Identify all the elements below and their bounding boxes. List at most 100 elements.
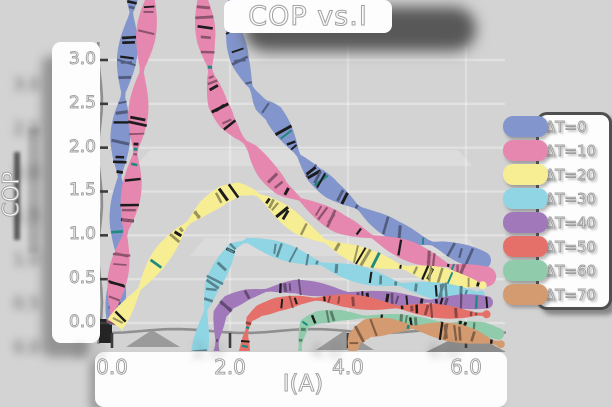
sketch-dash xyxy=(275,243,283,257)
legend-row-4: ΔT=40 xyxy=(503,212,609,234)
y-label-shadow-strip xyxy=(28,128,39,253)
y-tick-label-1.5: 1.5 xyxy=(68,180,96,201)
sketch-dash xyxy=(315,260,319,265)
sketch-dash xyxy=(197,24,213,30)
legend-row-3: ΔT=30 xyxy=(503,188,609,210)
sketch-dash xyxy=(464,247,475,265)
sketch-dash xyxy=(406,324,411,330)
sketch-dash xyxy=(453,325,458,341)
sketch-dash xyxy=(286,140,296,146)
sketch-dash xyxy=(334,263,339,274)
sketch-dash xyxy=(409,317,413,327)
sketch-dash xyxy=(336,189,345,202)
sketch-dash xyxy=(241,344,249,349)
sketch-dash xyxy=(243,289,251,300)
sketch-dash xyxy=(245,326,250,330)
x-axis-label: I(A) xyxy=(282,371,324,398)
sketch-dash xyxy=(426,253,432,264)
sketch-dash xyxy=(112,317,124,324)
y-tick-label-1.0: 1.0 xyxy=(68,224,96,245)
sketch-dash xyxy=(283,187,290,196)
y-tick-panel xyxy=(52,42,100,343)
sketch-dash xyxy=(439,325,443,337)
legend-label-3: ΔT=30 xyxy=(545,190,597,209)
legend: ΔT=0 ΔT=10 ΔT=20 ΔT=30 ΔT=40 ΔT=50 ΔT=60 ΔT=70 xyxy=(503,112,612,310)
sketch-dash xyxy=(450,263,456,271)
legend-row-2: ΔT=20 xyxy=(503,164,609,186)
sketch-dash xyxy=(439,297,444,306)
x-tick-label-6.0: 6.0 xyxy=(450,355,483,380)
sketch-dash xyxy=(192,349,207,351)
sketch-dash xyxy=(207,79,218,86)
sketch-dash xyxy=(108,295,121,302)
sketch-dash xyxy=(273,243,277,254)
sketch-dash xyxy=(325,310,330,323)
sketch-dash xyxy=(120,55,134,60)
sketch-dash xyxy=(220,302,232,310)
sketch-dash xyxy=(229,242,237,251)
sketch-dash xyxy=(193,210,201,220)
sketch-dash xyxy=(217,187,229,202)
sketch-dash xyxy=(275,205,290,219)
legend-swatch-5 xyxy=(503,236,548,257)
sketch-dash xyxy=(434,285,438,297)
sketch-dash xyxy=(111,138,130,146)
legend-row-7: ΔT=70 xyxy=(503,284,609,306)
sketch-dash xyxy=(116,170,124,174)
sketch-dash xyxy=(234,58,246,63)
sketch-dash xyxy=(329,310,336,322)
sketch-dash xyxy=(337,296,341,304)
sketch-dash xyxy=(288,283,292,291)
y-tick-label-2.5: 2.5 xyxy=(68,92,96,113)
sketch-dash xyxy=(205,287,217,292)
sketch-dash xyxy=(368,271,373,284)
sketch-dash xyxy=(245,321,252,326)
sketch-dash xyxy=(421,237,425,245)
sketch-dash xyxy=(327,295,332,304)
sketch-dash xyxy=(106,320,116,326)
x-tick-label-2.0: 2.0 xyxy=(214,355,247,380)
sketch-dash xyxy=(414,283,418,292)
sketch-dash xyxy=(268,198,275,209)
legend-label-5: ΔT=50 xyxy=(545,238,597,257)
sketch-dash xyxy=(351,296,355,307)
legend-swatch-6 xyxy=(503,260,548,281)
sketch-dash xyxy=(352,245,359,264)
legend-row-0: ΔT=0 xyxy=(503,116,609,138)
legend-swatch-3 xyxy=(503,188,548,209)
sketch-dash xyxy=(115,110,128,115)
sketch-dash xyxy=(476,282,480,287)
curve-dt-40 xyxy=(213,279,488,351)
sketch-dash xyxy=(327,213,336,224)
sketch-dash xyxy=(281,209,290,221)
curves xyxy=(105,0,505,351)
sketch-dash xyxy=(423,304,430,316)
sketch-dash xyxy=(434,299,438,304)
sketch-dash xyxy=(474,295,478,309)
sketch-dash xyxy=(114,310,127,323)
legend-swatch-7 xyxy=(503,284,548,305)
y-tick-label-2.0: 2.0 xyxy=(68,136,96,157)
sketch-dash xyxy=(429,302,434,319)
curve-dt-20 xyxy=(107,182,483,330)
sketch-dash xyxy=(121,35,137,40)
sketch-dash xyxy=(265,197,271,205)
sketch-dash xyxy=(216,261,227,272)
sketch-dash xyxy=(317,206,329,221)
sketch-dash xyxy=(454,307,458,318)
title-background xyxy=(224,0,392,33)
sketch-dash xyxy=(355,227,362,236)
sketch-dash xyxy=(214,192,223,204)
sketch-dash xyxy=(127,0,137,5)
sketch-dash xyxy=(297,278,302,296)
sketch-dash xyxy=(394,295,400,305)
legend-swatch-2 xyxy=(503,164,548,185)
sketch-dash xyxy=(399,264,402,269)
sketch-dash xyxy=(206,274,224,286)
sketch-dash xyxy=(370,252,381,269)
sketch-dash xyxy=(271,202,279,212)
curve-dt-70 xyxy=(347,317,502,351)
sketch-dash xyxy=(369,318,378,337)
curve-dt-0-cap xyxy=(473,251,492,270)
